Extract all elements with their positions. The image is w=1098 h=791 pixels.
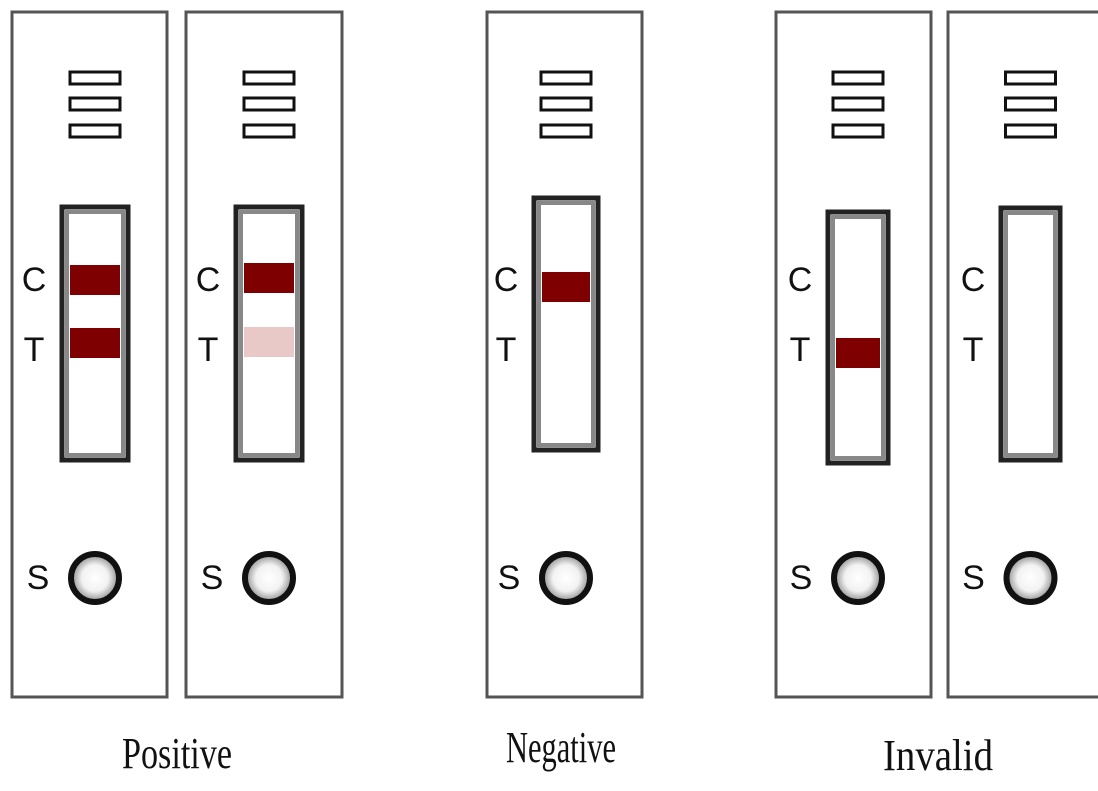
sample-label: S (27, 559, 50, 597)
result-line (244, 327, 294, 357)
sample-well (834, 554, 882, 602)
sample-well (1007, 554, 1055, 602)
vent (1006, 98, 1056, 110)
vent (833, 125, 883, 137)
test-label: T (24, 331, 45, 369)
control-label: C (788, 261, 813, 299)
result-line (70, 265, 120, 295)
vent (70, 98, 120, 110)
result-line (70, 328, 120, 358)
test-label: T (198, 331, 219, 369)
window-inner (539, 203, 593, 445)
sample-label: S (498, 559, 521, 597)
result-line (836, 338, 880, 368)
vent (833, 98, 883, 110)
result-line (542, 272, 590, 302)
test-label: T (790, 331, 811, 369)
control-label: C (22, 261, 47, 299)
vent (244, 72, 294, 84)
vent (833, 72, 883, 84)
vent (1006, 125, 1056, 137)
vent (70, 125, 120, 137)
vent (244, 125, 294, 137)
control-label: C (494, 261, 519, 299)
vent (1006, 72, 1056, 84)
sample-well (71, 554, 119, 602)
sample-label: S (790, 559, 813, 597)
result-line (244, 263, 294, 293)
test-label: T (496, 331, 517, 369)
sample-well (245, 554, 293, 602)
group-label: Positive (122, 729, 232, 778)
vent (244, 98, 294, 110)
vent (541, 98, 591, 110)
sample-label: S (201, 559, 224, 597)
window-inner (833, 217, 883, 458)
diagram: CTSCTSCTSCTSCTSPositiveNegativeInvalid (0, 0, 1098, 791)
vent (541, 72, 591, 84)
group-label: Invalid (883, 731, 993, 780)
control-label: C (961, 261, 986, 299)
sample-label: S (962, 559, 985, 597)
control-label: C (196, 261, 221, 299)
test-label: T (963, 331, 984, 369)
vent (541, 125, 591, 137)
window-inner (1006, 213, 1055, 455)
group-label: Negative (506, 723, 616, 772)
page: CTSCTSCTSCTSCTSPositiveNegativeInvalid (… (0, 0, 1098, 791)
vent (70, 72, 120, 84)
sample-well (542, 554, 590, 602)
